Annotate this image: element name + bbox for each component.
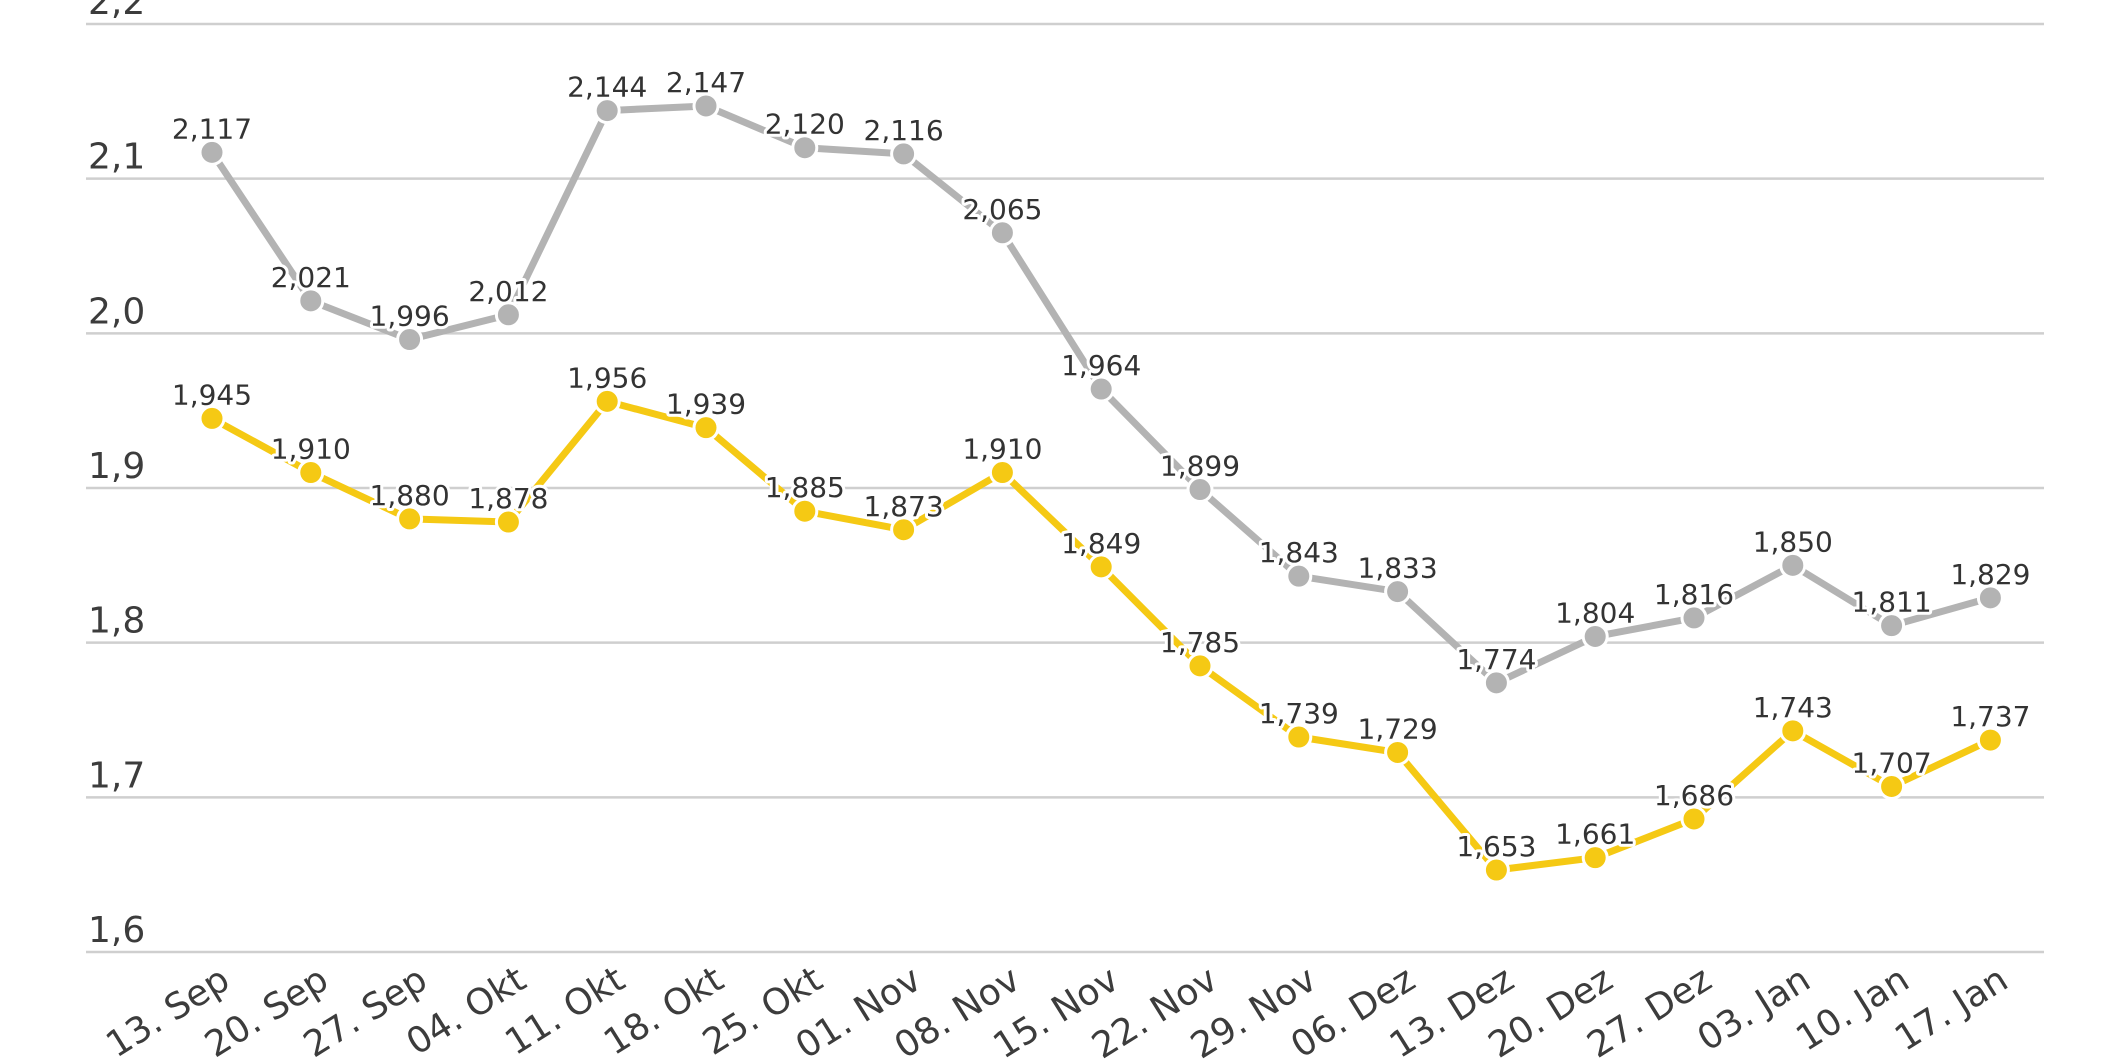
- yellow-series-data-label: 1,729: [1358, 712, 1438, 745]
- yellow-series-data-label: 1,743: [1753, 691, 1833, 724]
- gray-series-point: [297, 287, 325, 315]
- gray-series-data-label: 1,774: [1456, 643, 1536, 676]
- y-tick-label: 2,2: [88, 0, 145, 23]
- y-tick-label: 1,6: [88, 910, 145, 951]
- gray-series-point: [396, 326, 424, 354]
- yellow-series-data-label: 1,873: [864, 490, 944, 523]
- gray-series-data-label: 1,899: [1160, 450, 1240, 483]
- yellow-series-data-label: 1,785: [1160, 626, 1240, 659]
- yellow-series-data-label: 1,661: [1555, 818, 1635, 851]
- yellow-series-data-label: 1,739: [1259, 697, 1339, 730]
- yellow-series-data-label: 1,653: [1456, 830, 1536, 863]
- gray-series-data-label: 2,117: [172, 112, 252, 145]
- gray-series-data-label: 1,843: [1259, 536, 1339, 569]
- y-tick-label: 1,7: [88, 755, 145, 796]
- gray-series-data-label: 1,829: [1950, 558, 2030, 591]
- yellow-series-data-label: 1,880: [370, 479, 450, 512]
- gray-series-data-label: 2,012: [468, 275, 548, 308]
- gray-series-data-label: 1,816: [1654, 578, 1734, 611]
- gray-series-point: [1581, 622, 1609, 650]
- yellow-series-point: [494, 508, 522, 536]
- y-tick-label: 1,9: [88, 446, 145, 487]
- y-tick-label: 1,8: [88, 601, 145, 642]
- yellow-series-point: [1482, 856, 1510, 884]
- yellow-series-point: [692, 414, 720, 442]
- gray-series-point: [791, 134, 819, 162]
- gray-series-point: [198, 138, 226, 166]
- gray-series-data-label: 1,833: [1358, 552, 1438, 585]
- yellow-series-point: [1878, 773, 1906, 801]
- gray-series-point: [1186, 476, 1214, 504]
- data-labels: 2,117 2,021 1,996 2,012 2,144 2,147 2,120 2,116…: [169, 63, 2034, 866]
- yellow-series-data-label: 1,945: [172, 378, 252, 411]
- yellow-series-data-label: 1,910: [962, 433, 1042, 466]
- gray-series-data-label: 1,811: [1852, 586, 1932, 619]
- gray-series-point: [1779, 551, 1807, 579]
- yellow-series-point: [1087, 553, 1115, 581]
- gray-series-data-label: 1,850: [1753, 525, 1833, 558]
- yellow-series-point: [988, 459, 1016, 487]
- gray-series-data-label: 2,120: [765, 108, 845, 141]
- yellow-series-point: [1680, 805, 1708, 833]
- gray-series-point: [692, 92, 720, 120]
- yellow-series-point: [1186, 652, 1214, 680]
- yellow-series-point: [396, 505, 424, 533]
- gray-series-data-label: 2,147: [666, 66, 746, 99]
- yellow-series-data-label: 1,910: [271, 433, 351, 466]
- yellow-series-data-label: 1,956: [567, 361, 647, 394]
- gray-series-data-label: 2,065: [962, 193, 1042, 226]
- x-tick-label: 10. Jan: [1789, 959, 1916, 1060]
- y-tick-label: 2,0: [88, 291, 145, 332]
- yellow-series-point: [791, 497, 819, 525]
- yellow-series-point: [1384, 738, 1412, 766]
- yellow-series-point: [890, 516, 918, 544]
- yellow-series-data-label: 1,686: [1654, 779, 1734, 812]
- gray-series-data-label: 1,804: [1555, 596, 1635, 629]
- gray-series-data-label: 1,996: [370, 300, 450, 333]
- yellow-series-point: [198, 404, 226, 432]
- yellow-series-data-label: 1,737: [1950, 700, 2030, 733]
- gray-series-data-label: 2,144: [567, 71, 647, 104]
- gray-series-point: [593, 97, 621, 125]
- gray-series-point: [1878, 612, 1906, 640]
- yellow-series-point: [1779, 717, 1807, 745]
- yellow-series-data-label: 1,939: [666, 388, 746, 421]
- y-tick-label: 2,1: [88, 137, 145, 178]
- data-points: [198, 92, 2004, 884]
- gray-series-point: [1976, 584, 2004, 612]
- gray-series-point: [1680, 604, 1708, 632]
- x-tick-label: 03. Jan: [1691, 959, 1818, 1060]
- yellow-series-data-label: 1,707: [1852, 747, 1932, 780]
- y-axis-tick-labels: 1,6 1,7 1,8 1,9 2,0 2,1 2,2: [88, 0, 145, 951]
- yellow-series-point: [297, 459, 325, 487]
- yellow-series-point: [1285, 723, 1313, 751]
- gray-series-point: [1482, 669, 1510, 697]
- gray-series-point: [494, 301, 522, 329]
- gray-series-point: [1285, 562, 1313, 590]
- gray-series-data-label: 1,964: [1061, 349, 1141, 382]
- yellow-series-point: [593, 387, 621, 415]
- gray-series-point: [890, 140, 918, 168]
- yellow-series-point: [1976, 726, 2004, 754]
- yellow-series-point: [1581, 844, 1609, 872]
- yellow-series-data-label: 1,849: [1061, 527, 1141, 560]
- gray-series-point: [1384, 578, 1412, 606]
- yellow-series-data-label: 1,878: [468, 482, 548, 515]
- gray-series-data-label: 2,021: [271, 261, 351, 294]
- gray-series-data-label: 2,116: [864, 114, 944, 147]
- yellow-series-data-label: 1,885: [765, 471, 845, 504]
- x-tick-label: 17. Jan: [1888, 959, 2015, 1060]
- gray-series-point: [988, 219, 1016, 247]
- gray-series-point: [1087, 375, 1115, 403]
